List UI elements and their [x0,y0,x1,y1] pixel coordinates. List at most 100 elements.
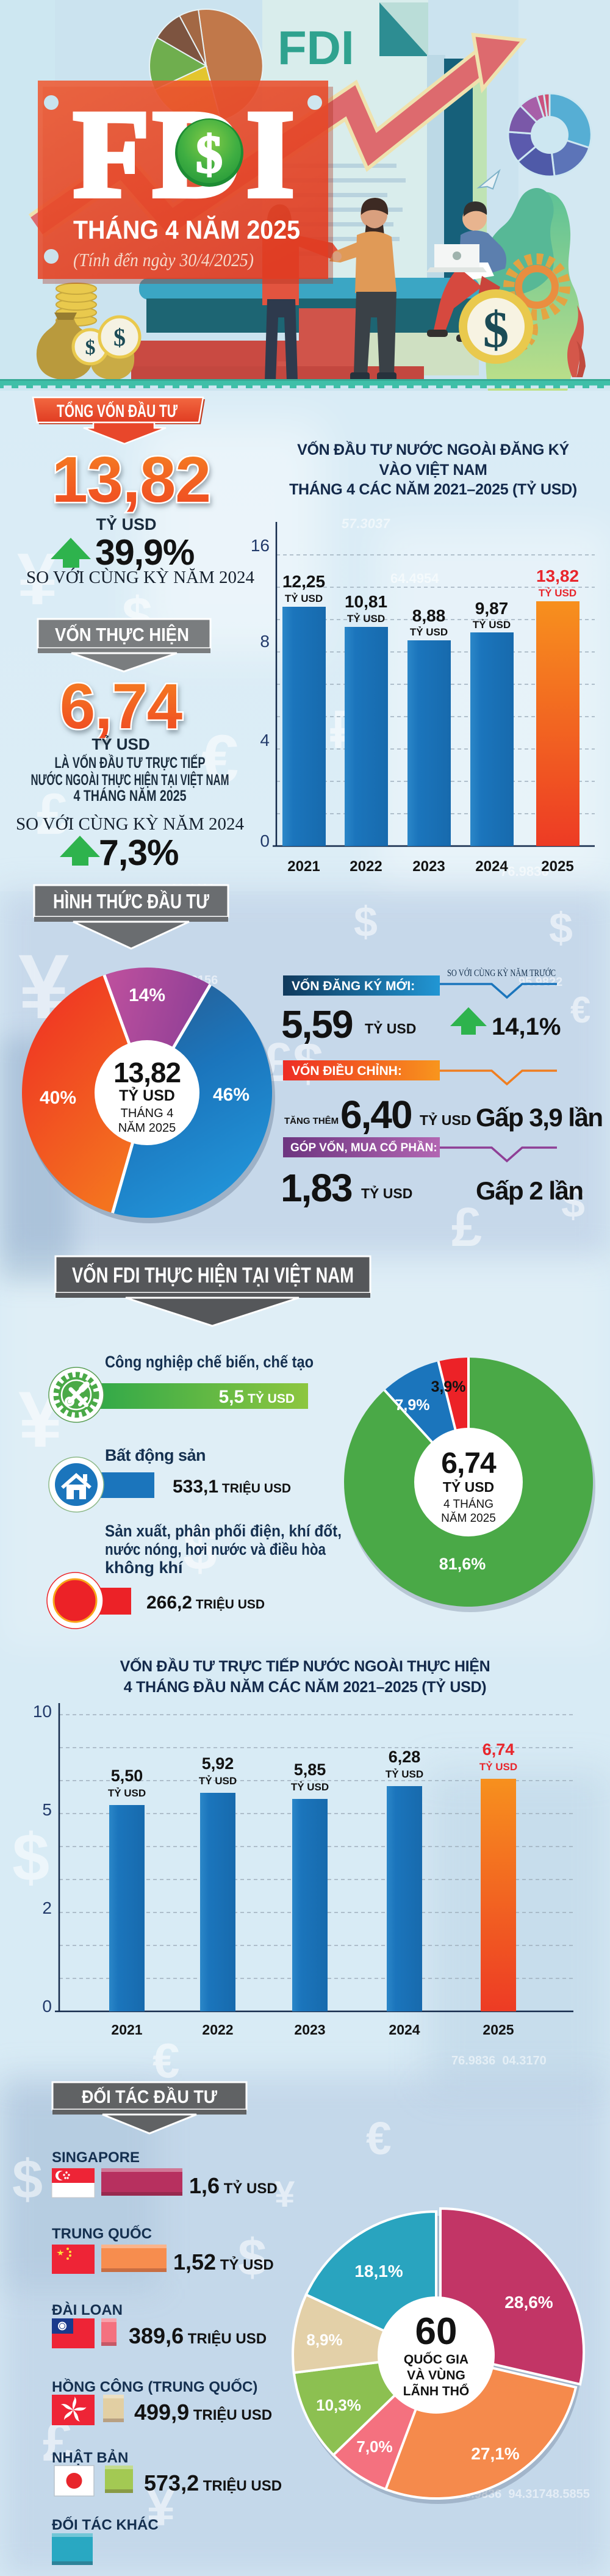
svg-text:5,50: 5,50 [111,1767,143,1785]
svg-text:2023: 2023 [294,2022,325,2038]
svg-text:TỶ USD: TỶ USD [420,1111,471,1128]
svg-text:573,2 TRIỆU USD: 573,2 TRIỆU USD [144,2470,282,2495]
svg-text:27,1%: 27,1% [471,2444,519,2463]
svg-text:SO VỚI CÙNG KỲ NĂM TRƯỚC: SO VỚI CÙNG KỲ NĂM TRƯỚC [447,967,556,979]
svg-text:FDI: FDI [278,21,354,74]
svg-text:VỐN ĐẦU TƯ NƯỚC NGOÀI ĐĂNG KÝ: VỐN ĐẦU TƯ NƯỚC NGOÀI ĐĂNG KÝ [297,440,569,458]
svg-text:8,88: 8,88 [412,606,446,625]
svg-text:TỶ USD: TỶ USD [473,619,511,631]
svg-text:5,59: 5,59 [281,1002,353,1046]
svg-text:VỐN THỰC HIỆN: VỐN THỰC HIỆN [55,623,189,645]
svg-text:HỒNG CÔNG (TRUNG QUỐC): HỒNG CÔNG (TRUNG QUỐC) [52,2378,257,2395]
svg-text:TỶ USD: TỶ USD [108,1787,146,1799]
svg-text:533,1 TRIỆU USD: 533,1 TRIỆU USD [173,1477,291,1497]
svg-text:18,1%: 18,1% [354,2262,403,2281]
svg-text:TỶ USD: TỶ USD [410,626,448,638]
svg-text:81,6%: 81,6% [439,1555,486,1573]
svg-text:6,74: 6,74 [483,1740,515,1759]
svg-text:16: 16 [251,536,270,555]
svg-text:4 THÁNG ĐẦU NĂM CÁC NĂM 2021–2: 4 THÁNG ĐẦU NĂM CÁC NĂM 2021–2025 (TỶ US… [124,1677,486,1696]
svg-text:1,6 TỶ USD: 1,6 TỶ USD [189,2173,278,2198]
svg-text:14%: 14% [129,985,165,1005]
svg-text:10,3%: 10,3% [316,2396,361,2414]
svg-text:TRUNG QUỐC: TRUNG QUỐC [52,2225,152,2242]
svg-text:14,1%: 14,1% [492,1013,561,1040]
svg-text:2024: 2024 [389,2022,420,2038]
svg-text:10,81: 10,81 [345,592,387,611]
svg-text:2025: 2025 [483,2022,514,2038]
svg-text:3,9%: 3,9% [431,1378,466,1395]
svg-text:5,92: 5,92 [202,1754,234,1773]
svg-text:NĂM 2025: NĂM 2025 [118,1121,176,1135]
svg-text:2: 2 [42,1898,52,1917]
svg-text:5: 5 [42,1800,52,1819]
svg-text:VỐN FDI THỰC HIỆN TẠI VIỆT NAM: VỐN FDI THỰC HIỆN TẠI VIỆT NAM [72,1263,354,1287]
svg-text:389,6 TRIỆU USD: 389,6 TRIỆU USD [129,2323,267,2348]
svg-text:5,5 TỶ USD: 5,5 TỶ USD [218,1387,295,1407]
svg-text:8,9%: 8,9% [306,2331,342,2349]
svg-text:TỶ USD: TỶ USD [443,1478,494,1495]
svg-text:Gấp 3,9 lần: Gấp 3,9 lần [476,1103,603,1132]
svg-text:6,40: 6,40 [340,1093,412,1137]
svg-text:THÁNG 4 CÁC NĂM 2021–2025 (TỶ: THÁNG 4 CÁC NĂM 2021–2025 (TỶ USD) [289,480,577,498]
svg-text:VÀO VIỆT NAM: VÀO VIỆT NAM [379,460,487,479]
svg-text:40%: 40% [40,1088,76,1108]
svg-text:13,82: 13,82 [536,566,579,585]
svg-text:$: $ [483,301,509,358]
svg-text:7,9%: 7,9% [395,1397,430,1414]
svg-text:1,52 TỶ USD: 1,52 TỶ USD [173,2249,274,2274]
svg-text:TỔNG VỐN ĐẦU TƯ: TỔNG VỐN ĐẦU TƯ [57,400,178,421]
svg-text:QUỐC GIA: QUỐC GIA [404,2352,468,2367]
svg-text:266,2 TRIỆU USD: 266,2 TRIỆU USD [146,1593,265,1613]
svg-text:39,9%: 39,9% [95,532,194,573]
svg-text:VỐN ĐẦU TƯ TRỰC TIẾP NƯỚC NGOÀ: VỐN ĐẦU TƯ TRỰC TIẾP NƯỚC NGOÀI THỰC HIỆ… [120,1657,490,1675]
svg-text:NHẬT BẢN: NHẬT BẢN [52,2448,128,2466]
svg-text:Bất động sản: Bất động sản [105,1446,206,1464]
svg-text:8: 8 [260,632,270,651]
svg-text:VỐN ĐIỀU CHỈNH:: VỐN ĐIỀU CHỈNH: [292,1063,402,1078]
svg-text:2022: 2022 [350,858,382,875]
svg-text:4: 4 [260,731,270,750]
svg-text:nước nóng, hơi nước và điều hò: nước nóng, hơi nước và điều hòa [105,1540,326,1558]
svg-text:TỶ USD: TỶ USD [96,514,156,534]
svg-text:12,25: 12,25 [282,572,325,591]
svg-text:TỶ USD: TỶ USD [361,1184,412,1201]
svg-text:LÀ VỐN ĐẦU TƯ TRỰC TIẾP: LÀ VỐN ĐẦU TƯ TRỰC TIẾP [55,753,206,772]
svg-text:0: 0 [260,831,270,850]
svg-text:2021: 2021 [287,858,320,875]
svg-text:28,6%: 28,6% [504,2293,553,2312]
svg-text:NƯỚC NGOÀI THỰC HIỆN TẠI VIỆT: NƯỚC NGOÀI THỰC HIỆN TẠI VIỆT NAM [31,770,229,789]
svg-text:TỶ USD: TỶ USD [539,587,576,599]
svg-text:5,85: 5,85 [294,1760,326,1779]
svg-text:VỐN ĐĂNG KÝ MỚI:: VỐN ĐĂNG KÝ MỚI: [292,979,415,993]
svg-text:TỶ USD: TỶ USD [291,1781,329,1793]
svg-text:TỶ USD: TỶ USD [479,1761,517,1773]
svg-text:2022: 2022 [202,2022,233,2038]
svg-text:ĐỐI TÁC ĐẦU TƯ: ĐỐI TÁC ĐẦU TƯ [82,2086,217,2107]
svg-text:6,74: 6,74 [60,671,182,742]
svg-text:(Tính đến ngày 30/4/2025): (Tính đến ngày 30/4/2025) [73,249,254,270]
svg-text:6,28: 6,28 [389,1748,421,1766]
svg-text:46%: 46% [213,1085,249,1105]
svg-text:TỶ USD: TỶ USD [365,1019,416,1037]
svg-text:Sản xuất, phân phối điện, khí: Sản xuất, phân phối điện, khí đốt, [105,1522,342,1540]
svg-text:6,74: 6,74 [441,1447,497,1480]
svg-text:LÃNH THỔ: LÃNH THỔ [403,2384,470,2398]
svg-text:7,0%: 7,0% [356,2437,392,2456]
svg-text:THÁNG 4 NĂM 2025: THÁNG 4 NĂM 2025 [73,215,300,245]
svg-text:13,82: 13,82 [52,444,210,516]
svg-text:THÁNG 4: THÁNG 4 [121,1106,174,1120]
svg-text:2021: 2021 [111,2022,142,2038]
svg-text:SO VỚI CÙNG KỲ NĂM 2024: SO VỚI CÙNG KỲ NĂM 2024 [16,814,245,834]
svg-text:4 THÁNG NĂM 2025: 4 THÁNG NĂM 2025 [74,787,187,805]
svg-text:GÓP VỐN, MUA CỔ PHẦN:: GÓP VỐN, MUA CỔ PHẦN: [290,1141,437,1154]
svg-text:TỶ USD: TỶ USD [285,593,323,604]
svg-text:SINGAPORE: SINGAPORE [52,2149,140,2166]
svg-text:$: $ [113,324,126,351]
svg-text:TĂNG THÊM: TĂNG THÊM [284,1115,339,1126]
svg-text:2025: 2025 [541,858,573,875]
svg-text:4 THÁNG: 4 THÁNG [443,1498,493,1511]
svg-text:1,83: 1,83 [281,1166,352,1210]
svg-text:Gấp 2 lần: Gấp 2 lần [476,1176,583,1205]
svg-text:$: $ [85,336,96,359]
